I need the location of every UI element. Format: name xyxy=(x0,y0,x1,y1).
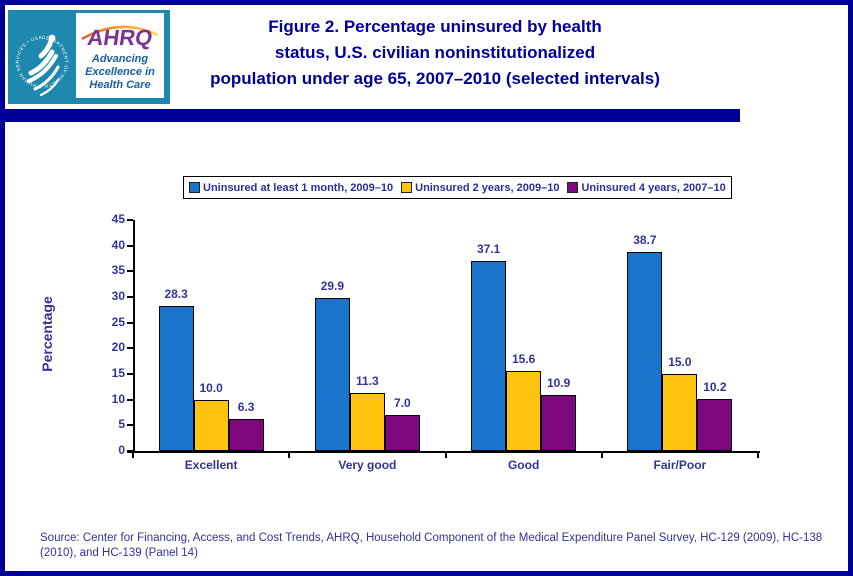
y-tick-mark xyxy=(127,296,133,298)
legend-swatch-series1 xyxy=(189,182,200,193)
x-tick-mark xyxy=(288,451,291,458)
y-tick-mark xyxy=(127,270,133,273)
y-tick-mark xyxy=(127,450,133,452)
figure-title-line: Figure 2. Percentage uninsured by health xyxy=(268,17,602,36)
y-tick-mark xyxy=(127,219,133,221)
y-tick-label: 25 xyxy=(111,314,125,329)
y-tick-label: 45 xyxy=(111,212,125,226)
bar-fair-poor-series3 xyxy=(697,398,733,451)
x-tick-mark xyxy=(600,451,603,458)
bar-value-label: 28.3 xyxy=(164,286,188,301)
figure-title-line: status, U.S. civilian noninstitutionaliz… xyxy=(274,43,596,62)
tagline-line: Advancing xyxy=(91,53,149,65)
bar-value-label: 11.3 xyxy=(356,373,379,388)
y-tick-mark xyxy=(127,347,133,350)
source-note: Source: Center for Financing, Access, an… xyxy=(40,532,823,559)
legend-item: Uninsured at least 1 month, 2009–10 xyxy=(189,182,393,194)
figure-title: Figure 2. Percentage uninsured by health… xyxy=(180,14,690,92)
bar-value-label: 15.6 xyxy=(511,351,536,366)
y-tick-mark xyxy=(127,398,133,401)
bar-value-label: 10.2 xyxy=(703,379,727,394)
y-axis-title: Percentage xyxy=(39,296,55,372)
bar-fair-poor-series2 xyxy=(662,374,698,451)
legend-label: Uninsured 2 years, 2009–10 xyxy=(415,181,560,194)
y-tick-label: 30 xyxy=(111,289,125,303)
legend-swatch-series3 xyxy=(567,182,579,193)
x-category-label: Good xyxy=(507,458,540,472)
bar-excellent-series1 xyxy=(158,305,194,451)
tagline-line: Health Care xyxy=(89,79,151,91)
bar-excellent-series3 xyxy=(228,418,264,451)
bar-value-label: 38.7 xyxy=(633,233,657,248)
y-axis-line xyxy=(133,220,135,452)
ahrq-rainbow-arc-icon xyxy=(81,25,159,41)
x-tick-mark xyxy=(757,451,759,458)
bar-value-label: 15.0 xyxy=(668,355,692,369)
bar-very-good-series2 xyxy=(349,392,385,451)
bar-very-good-series3 xyxy=(384,415,420,451)
y-tick-label: 0 xyxy=(118,443,125,457)
y-tick-mark xyxy=(127,424,133,427)
y-tick-label: 35 xyxy=(111,263,125,278)
legend-item: Uninsured 4 years, 2007–10 xyxy=(567,181,726,194)
header-accent-bar xyxy=(0,109,740,122)
chart-legend: Uninsured at least 1 month, 2009–10 Unin… xyxy=(183,176,732,199)
legend-label: Uninsured at least 1 month, 2009–10 xyxy=(203,181,394,194)
x-category-label: Fair/Poor xyxy=(653,458,707,472)
legend-swatch-series2 xyxy=(401,182,413,193)
bar-value-label: 6.3 xyxy=(237,399,255,414)
bar-good-series1 xyxy=(471,260,507,451)
y-tick-mark xyxy=(127,244,133,247)
figure-title-line: population under age 65, 2007–2010 (sele… xyxy=(210,69,660,88)
legend-label: Uninsured 4 years, 2007–10 xyxy=(581,181,726,194)
y-tick-label: 40 xyxy=(111,237,125,252)
x-axis-line xyxy=(127,451,760,453)
y-tick-label: 20 xyxy=(111,340,125,355)
hhs-ahrq-logo: DEPARTMENT OF HEALTH & HUMAN SERVICES • … xyxy=(8,10,170,104)
y-tick-label: 5 xyxy=(118,417,125,432)
bar-value-label: 7.0 xyxy=(394,396,411,411)
x-category-label: Very good xyxy=(338,458,397,472)
x-tick-mark xyxy=(132,451,134,458)
bar-fair-poor-series1 xyxy=(627,252,663,451)
bar-value-label: 29.9 xyxy=(320,278,345,293)
bar-very-good-series1 xyxy=(314,297,350,451)
ahrq-tagline: Advancing Excellence in Health Care xyxy=(76,53,164,92)
bar-excellent-series2 xyxy=(193,399,229,451)
y-tick-label: 15 xyxy=(111,366,125,380)
ahrq-panel: AHRQ Advancing Excellence in Health Care xyxy=(76,13,164,98)
y-tick-mark xyxy=(127,373,133,375)
ahrq-wordmark: AHRQ xyxy=(85,25,155,50)
bar-value-label: 10.0 xyxy=(199,380,223,395)
bar-good-series2 xyxy=(506,370,542,451)
x-category-label: Excellent xyxy=(184,458,238,472)
legend-item: Uninsured 2 years, 2009–10 xyxy=(401,182,559,194)
x-tick-mark xyxy=(444,451,447,458)
y-tick-mark xyxy=(127,321,133,324)
bar-value-label: 37.1 xyxy=(476,241,501,256)
bar-value-label: 10.9 xyxy=(546,376,571,391)
bar-good-series3 xyxy=(541,395,577,451)
hhs-eagle-icon: DEPARTMENT OF HEALTH & HUMAN SERVICES • … xyxy=(8,10,68,97)
tagline-line: Excellence in xyxy=(85,66,155,78)
y-tick-label: 10 xyxy=(111,391,125,406)
